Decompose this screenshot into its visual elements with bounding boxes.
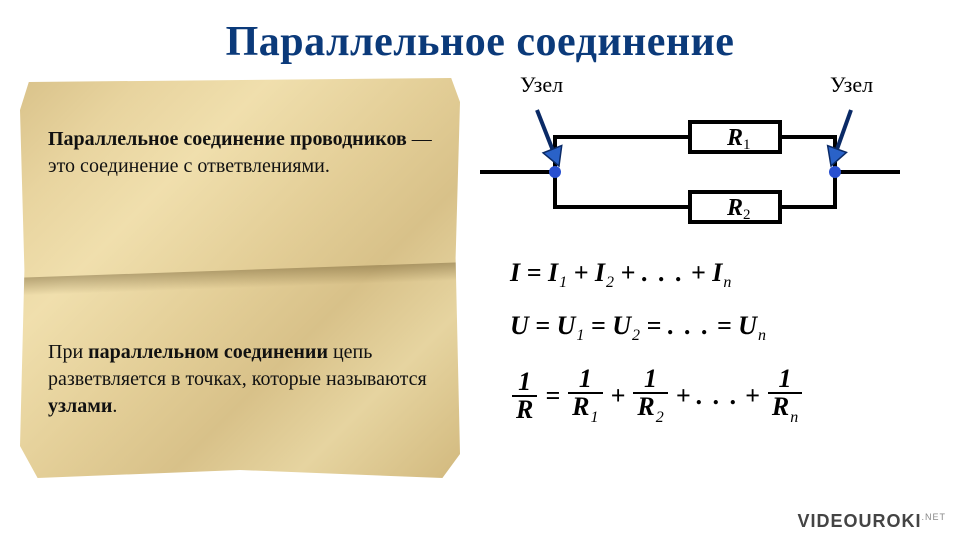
svg-text:1: 1 [743, 137, 751, 153]
right-column: Узел Узел R1R2 I = I1 + I2 + . . . + In … [480, 78, 940, 478]
formula-current: I = I1 + I2 + . . . + In [510, 260, 940, 291]
content-area: Параллельное соединение проводников — эт… [0, 66, 960, 478]
p2-b2: узлами [48, 395, 112, 417]
watermark-tld: .NET [921, 512, 946, 522]
svg-text:2: 2 [743, 207, 751, 223]
definition-term: Параллельное соединение проводников [48, 128, 407, 150]
page-title: Параллельное соединение [0, 0, 960, 66]
formula-voltage: U = U1 = U2 = . . . = Un [510, 313, 940, 344]
svg-text:R: R [726, 125, 743, 151]
formula-resistance: 1R = 1R1 + 1R2 + . . . + 1Rn [510, 366, 940, 425]
parchment-panel: Параллельное соединение проводников — эт… [20, 78, 460, 478]
circuit-diagram: R1R2 [480, 82, 900, 242]
watermark: VIDEOUROKI.NET [797, 511, 946, 532]
svg-text:R: R [726, 195, 743, 221]
formulas-block: I = I1 + I2 + . . . + In U = U1 = U2 = .… [480, 260, 940, 426]
parchment-text: Параллельное соединение проводников — эт… [20, 78, 460, 478]
nodes-paragraph: При параллельном соединении цепь разветв… [48, 339, 432, 454]
p2-b1: параллельном соединении [88, 341, 328, 363]
circuit-svg: R1R2 [480, 82, 900, 242]
watermark-brand: VIDEOUROKI [797, 511, 921, 531]
definition-paragraph: Параллельное соединение проводников — эт… [48, 118, 432, 180]
p2-end: . [112, 395, 117, 417]
p2-pre: При [48, 341, 88, 363]
